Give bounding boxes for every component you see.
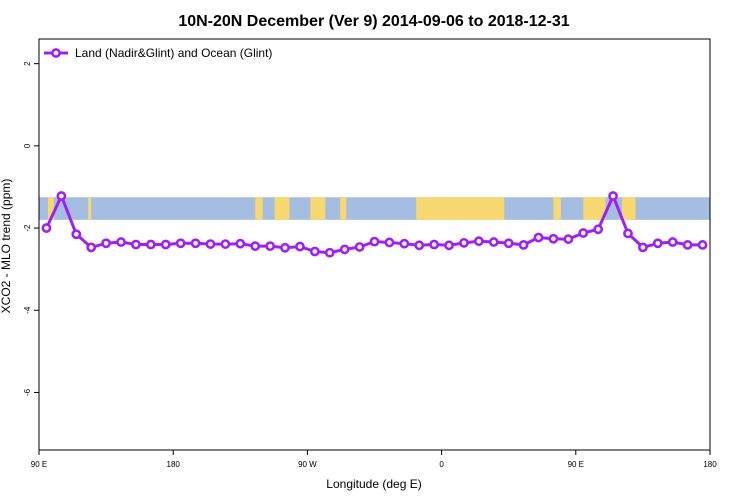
data-point xyxy=(354,242,365,252)
data-point xyxy=(623,228,633,239)
legend-label: Land (Nadir&Glint) and Ocean (Glint) xyxy=(75,46,272,60)
land-patch xyxy=(255,197,263,220)
data-point xyxy=(384,237,395,248)
data-point xyxy=(220,239,231,249)
data-point xyxy=(578,228,589,238)
legend: Land (Nadir&Glint) and Ocean (Glint) xyxy=(44,46,272,60)
data-point xyxy=(593,224,604,235)
data-point xyxy=(235,238,246,249)
land-patch xyxy=(47,197,54,220)
data-point xyxy=(399,238,410,249)
land-patch xyxy=(310,197,326,220)
data-point xyxy=(697,240,708,250)
data-point xyxy=(518,240,529,250)
data-point xyxy=(160,239,171,250)
land-patch xyxy=(88,197,92,220)
y-tick-label: 0 xyxy=(23,143,32,148)
land-patch xyxy=(622,197,636,220)
data-point xyxy=(652,238,663,249)
x-tick-label: 90 W xyxy=(298,460,317,469)
land-patch xyxy=(340,197,347,220)
data-point xyxy=(369,236,380,247)
data-point xyxy=(429,239,440,250)
x-tick-label: 90 E xyxy=(568,460,584,469)
land-patch xyxy=(583,197,606,220)
data-point xyxy=(324,247,335,258)
data-point xyxy=(488,237,499,247)
y-tick-label: 2 xyxy=(23,61,32,66)
data-point xyxy=(131,239,141,250)
data-point xyxy=(459,237,469,248)
chart-title: 10N-20N December (Ver 9) 2014-09-06 to 2… xyxy=(178,13,569,30)
y-tick-label: -2 xyxy=(23,224,32,232)
data-point xyxy=(339,244,350,255)
data-point xyxy=(309,246,320,257)
legend-marker xyxy=(51,48,61,58)
data-point xyxy=(71,229,82,240)
land-patch xyxy=(274,197,290,220)
y-axis-label: XCO2 - MLO trend (ppm) xyxy=(0,179,13,314)
data-point xyxy=(563,234,574,245)
y-tick-label: -6 xyxy=(23,388,32,396)
data-point xyxy=(682,240,693,250)
data-point xyxy=(608,191,618,201)
data-point xyxy=(190,238,201,249)
data-point xyxy=(548,233,559,244)
data-point xyxy=(56,191,67,201)
y-axis-ticks: 2 0 -2 -4 -6 xyxy=(23,61,39,396)
x-tick-label: 0 xyxy=(439,460,444,469)
data-point xyxy=(250,241,261,252)
land-patch xyxy=(553,197,561,220)
data-point xyxy=(473,236,484,247)
data-point xyxy=(175,238,186,249)
data-point xyxy=(533,232,544,243)
data-point xyxy=(280,242,290,253)
series-layer xyxy=(41,191,708,258)
data-point xyxy=(86,242,97,253)
ocean-band xyxy=(39,197,710,220)
data-point xyxy=(414,240,425,251)
data-point xyxy=(638,242,648,253)
plot-area xyxy=(38,38,711,451)
data-point xyxy=(667,237,678,247)
x-tick-label: 90 E xyxy=(31,460,47,469)
data-point xyxy=(145,239,156,250)
x-tick-label: 180 xyxy=(167,460,181,469)
data-point xyxy=(41,223,52,233)
x-axis-ticks: 90 E 180 90 W 0 90 E 180 xyxy=(31,450,717,469)
world-map-band xyxy=(39,197,710,220)
data-point xyxy=(503,238,514,249)
data-point xyxy=(205,239,216,249)
x-tick-label: 180 xyxy=(703,460,717,469)
data-point xyxy=(444,240,454,251)
y-tick-label: -4 xyxy=(23,306,32,314)
data-point xyxy=(101,238,111,249)
data-point xyxy=(265,241,276,252)
land-patch xyxy=(416,197,505,220)
x-axis-label: Longitude (deg E) xyxy=(326,477,421,491)
data-point xyxy=(116,237,126,247)
data-point xyxy=(295,241,305,252)
